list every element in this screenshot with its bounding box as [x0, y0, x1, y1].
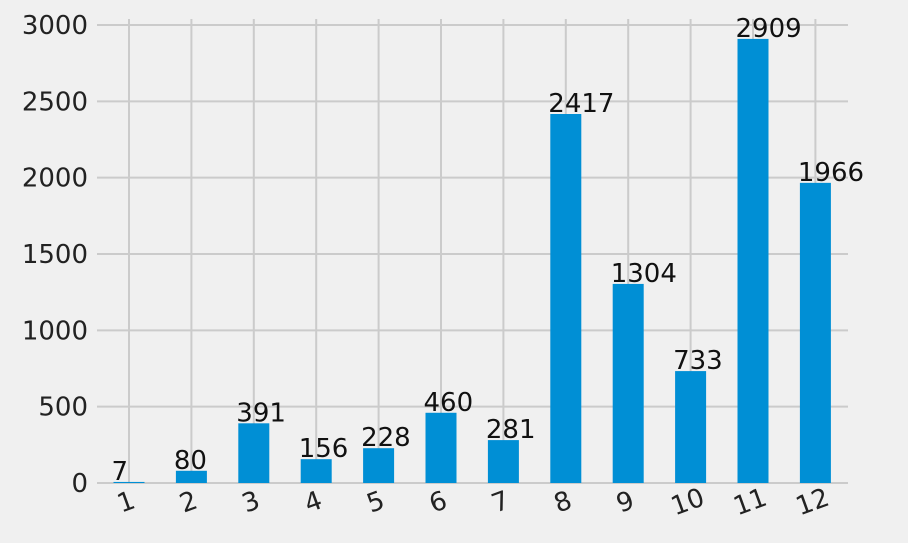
data-label: 460: [424, 388, 474, 418]
x-tick-label: 9: [613, 486, 639, 520]
data-label: 1966: [798, 158, 864, 188]
data-label: 7: [112, 457, 129, 487]
data-label: 2909: [736, 14, 802, 44]
bar: [612, 283, 644, 483]
data-label: 156: [299, 434, 349, 464]
bar: [363, 448, 395, 483]
y-tick-label: 2500: [22, 87, 88, 117]
bar: [487, 440, 519, 483]
data-label: 228: [361, 423, 411, 453]
x-tick-label: 5: [363, 486, 389, 520]
x-tick-label: 4: [301, 486, 327, 520]
x-tick-label: 1: [113, 486, 139, 520]
y-tick-label: 1500: [22, 240, 88, 270]
y-axis-tick-labels: 0 500 1000 1500 2000 2500 3000: [22, 11, 88, 499]
horizontal-gridlines: [97, 24, 848, 484]
bar: [238, 423, 270, 483]
data-labels: 7 80 391 156 228 460 281 2417 1304 733 2909 1966: [112, 14, 865, 487]
bar: [300, 459, 332, 483]
x-tick-label: 8: [550, 486, 576, 520]
bar: [737, 38, 769, 483]
x-tick-label: 6: [425, 486, 451, 520]
bar: [550, 114, 582, 483]
y-tick-label: 2000: [22, 164, 88, 194]
bars: [113, 38, 831, 483]
data-label: 281: [486, 415, 536, 445]
data-label: 2417: [548, 89, 614, 119]
bar: [675, 371, 707, 483]
bar: [799, 182, 831, 483]
data-label: 391: [236, 398, 286, 428]
x-tick-label: 3: [238, 486, 264, 520]
y-tick-label: 3000: [22, 11, 88, 41]
x-axis-tick-labels: 1 2 3 4 5 6 7 8 9 10 11 12: [113, 483, 833, 523]
x-tick-label: 7: [488, 486, 514, 520]
x-tick-label: 11: [730, 483, 771, 523]
x-tick-label: 12: [792, 483, 833, 523]
bar: [175, 470, 207, 483]
y-tick-label: 0: [71, 469, 88, 499]
bar: [113, 481, 145, 483]
data-label: 733: [673, 346, 723, 376]
data-label: 80: [174, 446, 207, 476]
x-tick-label: 10: [667, 483, 708, 523]
y-tick-label: 500: [38, 393, 88, 423]
y-tick-label: 1000: [22, 316, 88, 346]
data-label: 1304: [611, 259, 677, 289]
x-tick-label: 2: [176, 486, 202, 520]
bar: [425, 412, 457, 483]
